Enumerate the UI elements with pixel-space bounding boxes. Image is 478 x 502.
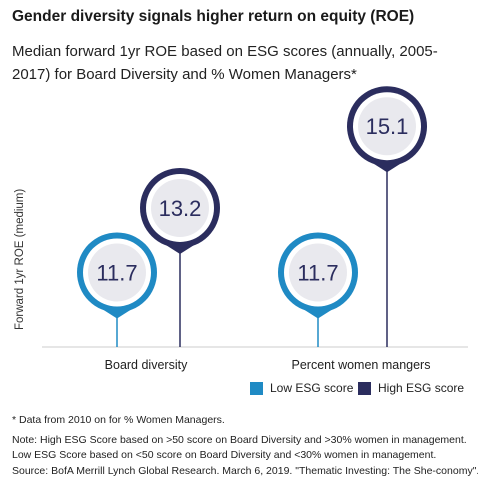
footnote-source: Source: BofA Merrill Lynch Global Resear… bbox=[12, 464, 478, 477]
chart-plot: 11.7 13.2 11.7 15.1 bbox=[42, 86, 468, 348]
category-label-women-managers: Percent women mangers bbox=[291, 358, 431, 372]
category-label-board-diversity: Board diversity bbox=[104, 358, 188, 372]
footnote-data: * Data from 2010 on for % Women Managers… bbox=[12, 414, 225, 426]
pin-face-1-1 bbox=[358, 97, 416, 156]
footnote-note-low: Low ESG Score based on <50 score on Boar… bbox=[12, 449, 437, 461]
pin-face-0-0 bbox=[88, 243, 146, 302]
data-label-1-1: 15.1 bbox=[366, 114, 409, 139]
footnote-note-high: Note: High ESG Score based on >50 score … bbox=[12, 433, 467, 446]
chart-subtitle: Median forward 1yr ROE based on ESG scor… bbox=[12, 43, 438, 83]
legend-swatch-low bbox=[250, 381, 263, 395]
pin-face-1-0 bbox=[289, 243, 347, 302]
data-label-0-1: 13.2 bbox=[159, 196, 202, 221]
data-label-1-0: 11.7 bbox=[297, 260, 338, 285]
legend-label-low: Low ESG score bbox=[270, 381, 354, 395]
data-label-0-0: 11.7 bbox=[96, 260, 137, 285]
legend-label-high: High ESG score bbox=[378, 381, 465, 395]
chart-title: Gender diversity signals higher return o… bbox=[12, 8, 415, 25]
pin-face-0-1 bbox=[151, 178, 209, 237]
footnotes: * Data from 2010 on for % Women Managers… bbox=[12, 413, 478, 479]
legend-item-low: Low ESG score bbox=[250, 381, 353, 395]
legend-item-high: High ESG score bbox=[358, 381, 464, 395]
legend-swatch-high bbox=[358, 381, 371, 395]
